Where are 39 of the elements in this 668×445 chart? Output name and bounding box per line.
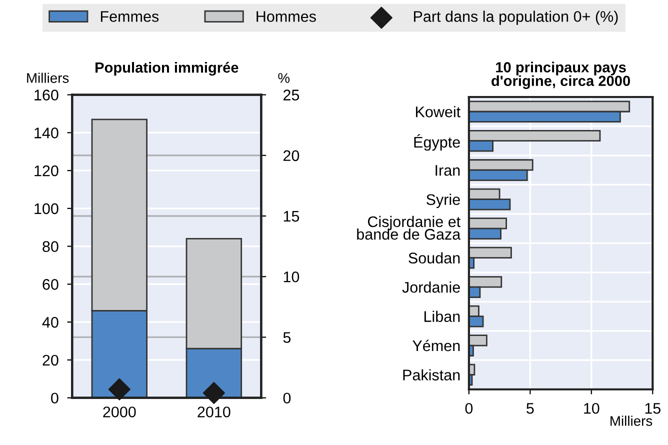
- y-tick-label: 100: [34, 203, 58, 214]
- y-tick-label: Koweit: [416, 106, 460, 118]
- y-tick-label: Cisjordanie et bande de Gaza: [357, 216, 461, 240]
- y-tick-label: Syrie: [426, 194, 460, 208]
- chart-title: 10 principaux pays d'origine, circa 2000: [492, 62, 630, 89]
- y-tick-label: Jordanie: [402, 282, 460, 293]
- y-tick-label: 0: [51, 392, 58, 404]
- x-tick-label: 2000: [103, 406, 136, 418]
- y-tick-label: Iran: [436, 165, 460, 176]
- y-axis-title: Milliers: [27, 72, 69, 83]
- y2-tick-label: 20: [283, 150, 300, 162]
- legend-label: Hommes: [256, 11, 316, 22]
- y-tick-label: 160: [34, 90, 58, 100]
- y-tick-label: 20: [42, 354, 58, 366]
- y-tick-label: Pakistan: [403, 369, 460, 380]
- y-tick-label: Égypte: [414, 134, 460, 151]
- y-tick-label: 140: [34, 128, 58, 138]
- y2-tick-label: 25: [283, 90, 300, 100]
- x-tick-label: 10: [584, 402, 600, 414]
- legend-label: Femmes: [100, 11, 159, 22]
- x-tick-label: 0: [465, 402, 473, 414]
- y-tick-label: 80: [42, 241, 58, 252]
- y-tick-label: 120: [34, 165, 58, 176]
- y2-tick-label: 15: [284, 211, 300, 222]
- x-axis-title: Milliers: [610, 416, 652, 426]
- y-tick-label: Liban: [424, 310, 460, 322]
- y-tick-label: 60: [42, 279, 58, 290]
- y-tick-label: Soudan: [408, 252, 460, 264]
- legend-label: Part dans la population 0+ (%): [414, 10, 618, 25]
- y-tick-label: Yémen: [412, 340, 460, 352]
- y2-tick-label: 10: [284, 271, 300, 282]
- x-tick-label: 2010: [198, 406, 230, 418]
- y2-tick-label: 5: [283, 332, 291, 343]
- y2-tick-label: 0: [283, 392, 291, 404]
- y-tick-label: 40: [42, 316, 58, 328]
- x-tick-label: 15: [645, 403, 660, 414]
- chart-title: Population immigrée: [96, 62, 238, 76]
- y2-axis-title: %: [278, 73, 290, 83]
- x-tick-label: 5: [526, 403, 534, 414]
